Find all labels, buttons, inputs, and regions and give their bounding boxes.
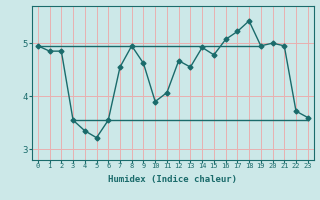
X-axis label: Humidex (Indice chaleur): Humidex (Indice chaleur) bbox=[108, 175, 237, 184]
